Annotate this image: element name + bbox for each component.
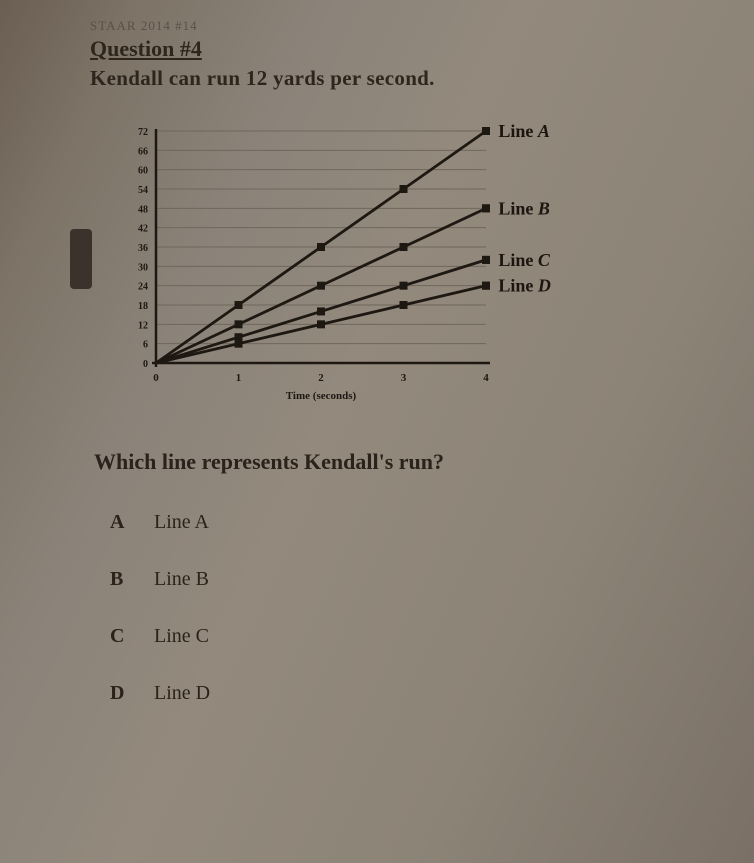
- svg-text:4: 4: [483, 372, 489, 384]
- page-background: STAAR 2014 #14 Question #4 Kendall can r…: [0, 0, 754, 863]
- worksheet-sheet: STAAR 2014 #14 Question #4 Kendall can r…: [0, 0, 754, 863]
- svg-text:60: 60: [138, 166, 148, 177]
- choice-letter: B: [110, 568, 132, 591]
- rate-chart: 06121824303642485460667201234Time (secon…: [100, 119, 560, 409]
- svg-text:12: 12: [138, 320, 148, 331]
- choice-text: Line B: [154, 568, 209, 591]
- choice-d[interactable]: D Line D: [110, 682, 714, 705]
- svg-text:Time (seconds): Time (seconds): [286, 390, 357, 402]
- y-axis-label-icon: [70, 229, 92, 289]
- svg-text:3: 3: [401, 372, 407, 384]
- svg-text:36: 36: [138, 243, 148, 254]
- choice-letter: C: [110, 625, 132, 648]
- svg-text:Line D: Line D: [498, 276, 551, 296]
- choice-letter: D: [110, 682, 132, 705]
- choice-text: Line D: [154, 682, 210, 705]
- svg-text:Line C: Line C: [498, 250, 551, 270]
- svg-text:54: 54: [138, 185, 148, 196]
- answer-choices: A Line A B Line B C Line C D Line D: [110, 511, 714, 705]
- choice-letter: A: [110, 511, 132, 534]
- question-title: Question #4: [90, 36, 714, 62]
- svg-text:18: 18: [138, 301, 148, 312]
- svg-text:24: 24: [138, 282, 148, 293]
- choice-a[interactable]: A Line A: [110, 511, 714, 534]
- choice-b[interactable]: B Line B: [110, 568, 714, 591]
- svg-text:66: 66: [138, 146, 148, 157]
- svg-text:72: 72: [138, 127, 148, 138]
- svg-text:30: 30: [138, 262, 148, 273]
- choice-text: Line C: [154, 625, 209, 648]
- source-header: STAAR 2014 #14: [90, 18, 714, 34]
- svg-text:0: 0: [143, 359, 148, 370]
- choice-text: Line A: [154, 511, 209, 534]
- svg-text:Line B: Line B: [498, 198, 550, 218]
- svg-text:Line A: Line A: [498, 121, 550, 141]
- chart-svg: 06121824303642485460667201234Time (secon…: [100, 119, 560, 409]
- svg-text:1: 1: [236, 372, 242, 384]
- svg-text:48: 48: [138, 204, 148, 215]
- follow-up-question: Which line represents Kendall's run?: [94, 449, 714, 475]
- svg-text:42: 42: [138, 224, 148, 235]
- question-stem: Kendall can run 12 yards per second.: [90, 66, 714, 91]
- svg-text:6: 6: [143, 340, 148, 351]
- svg-text:2: 2: [318, 372, 324, 384]
- svg-text:0: 0: [153, 372, 159, 384]
- choice-c[interactable]: C Line C: [110, 625, 714, 648]
